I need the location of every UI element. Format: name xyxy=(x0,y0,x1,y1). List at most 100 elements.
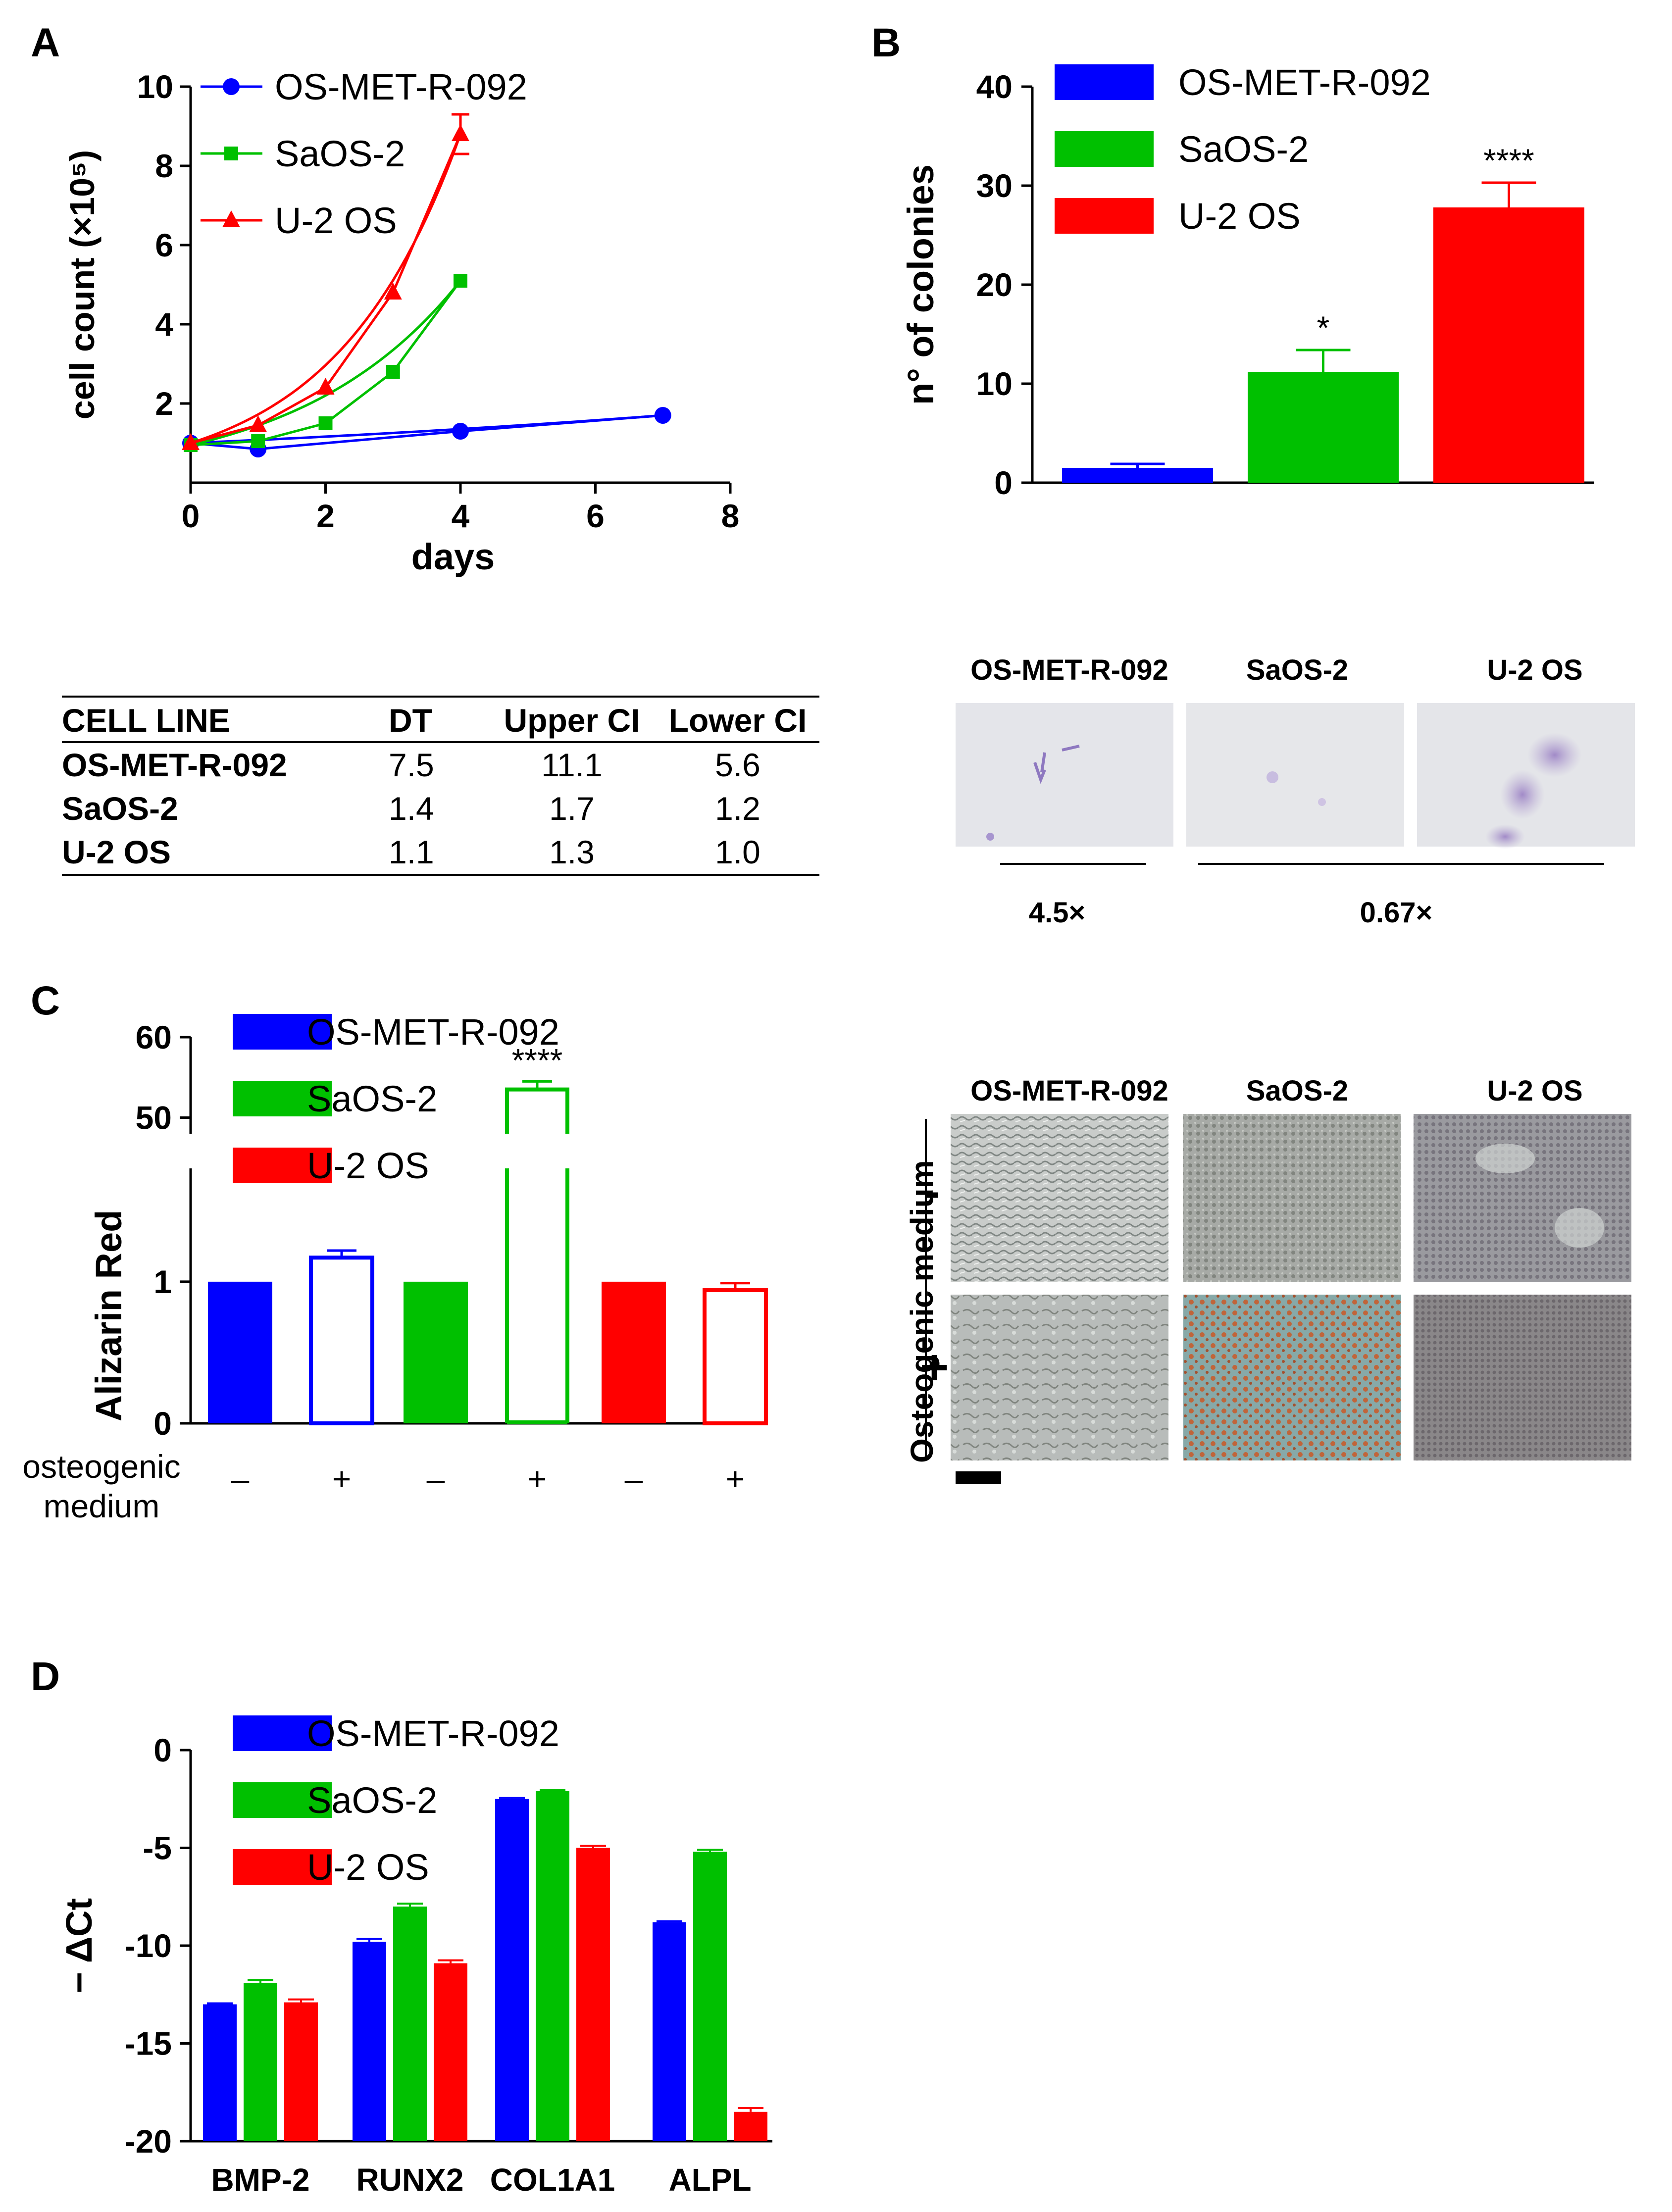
micro-b-colony-dot xyxy=(1267,771,1278,783)
legend-swatch xyxy=(233,1782,332,1818)
y-tick-label: -15 xyxy=(125,2025,172,2062)
bar xyxy=(244,1983,277,2141)
legend-label: OS-MET-R-092 xyxy=(1178,62,1431,103)
table-cell: 11.1 xyxy=(541,747,603,783)
y-tick-label: 1 xyxy=(153,1263,172,1300)
y-tick-label: 2 xyxy=(155,385,173,422)
y-tick-label: 0 xyxy=(994,464,1013,501)
bar xyxy=(353,1942,386,2141)
micro-b-label: OS-MET-R-092 xyxy=(970,654,1168,686)
micro-b-colony-marks xyxy=(1033,745,1080,784)
y-tick-label: 4 xyxy=(155,306,173,343)
x-tick-label: 2 xyxy=(316,498,335,534)
bar xyxy=(393,1907,427,2141)
micro-c-label: U-2 OS xyxy=(1487,1075,1583,1107)
legend-swatch xyxy=(233,1849,332,1885)
table-cell: SaOS-2 xyxy=(62,790,178,827)
legend-label: SaOS-2 xyxy=(1178,129,1309,170)
bar xyxy=(434,1963,467,2141)
micro-c-light-patch xyxy=(1555,1208,1604,1248)
micro-c-light-patch xyxy=(1475,1144,1535,1173)
legend-marker xyxy=(224,147,238,160)
legend-swatch xyxy=(233,1715,332,1751)
micro-c-scale-bar xyxy=(956,1471,1001,1484)
y-tick-label: 20 xyxy=(976,266,1013,303)
legend-label: SaOS-2 xyxy=(307,1780,437,1821)
x-tick-label: 6 xyxy=(586,498,605,534)
condition-label: – xyxy=(427,1460,445,1497)
table-cell: U-2 OS xyxy=(62,834,171,870)
data-point xyxy=(251,434,265,448)
bar xyxy=(284,2002,318,2141)
x-axis-label: days xyxy=(411,536,495,577)
y-tick-label: 40 xyxy=(976,68,1013,105)
y-tick-label: -5 xyxy=(143,1830,172,1866)
condition-label: + xyxy=(528,1460,547,1497)
significance-label: **** xyxy=(1483,142,1534,179)
legend-label: OS-MET-R-092 xyxy=(307,1713,559,1754)
micro-c-image-os-met-plus xyxy=(951,1295,1168,1460)
bar xyxy=(208,1281,272,1423)
significance-label: **** xyxy=(512,1042,563,1078)
panel-letter-d: D xyxy=(31,1654,60,1699)
micro-b-images xyxy=(956,703,1635,865)
data-point xyxy=(182,433,200,450)
bar xyxy=(1433,207,1584,483)
table-row: U-2 OS 1.1 1.3 1.0 xyxy=(62,830,819,875)
micro-b-colony-dot xyxy=(1318,798,1326,806)
micro-b-label: SaOS-2 xyxy=(1246,654,1349,686)
table-header-row: CELL LINE DT Upper CI Lower CI xyxy=(62,697,819,742)
legend-label: U-2 OS xyxy=(275,200,397,241)
micro-c-label: SaOS-2 xyxy=(1246,1075,1349,1107)
bar xyxy=(576,1848,610,2141)
chart-d-delta-ct: 0 -5 -10 -15 -20 − ΔCt BMP-2 RUNX2 COL1A1 ALPL OS-… xyxy=(58,1713,772,2198)
bar xyxy=(309,1256,374,1425)
data-point xyxy=(454,274,467,288)
data-point xyxy=(316,378,335,395)
micro-c-image-u2os-minus xyxy=(1414,1114,1631,1282)
micro-b-colony-blob xyxy=(1500,770,1545,819)
table-header: Lower CI xyxy=(668,702,807,739)
significance-label: * xyxy=(1317,309,1330,346)
data-point xyxy=(384,283,402,300)
y-axis-label: n° of colonies xyxy=(900,164,941,405)
condition-label: – xyxy=(231,1460,250,1497)
table-cell: 1.1 xyxy=(389,834,434,870)
panel-letter-c: C xyxy=(31,978,60,1023)
micro-b-colony-blob xyxy=(1527,733,1582,777)
micro-c-minus-label: - xyxy=(925,1166,940,1217)
y-tick-label: 8 xyxy=(155,148,173,184)
bar xyxy=(1248,372,1399,483)
micro-c-image-saos-minus xyxy=(1183,1114,1401,1282)
chart-c-alizarin: 0 1 50 60 Alizarin Red – + – **** + – + osteogenicme… xyxy=(22,1011,768,1524)
legend-label: SaOS-2 xyxy=(307,1078,437,1119)
y-axis-label: − ΔCt xyxy=(58,1898,100,1993)
x-axis-label-line1: osteogenic xyxy=(22,1448,180,1485)
micro-c-image-saos-plus xyxy=(1183,1295,1401,1460)
legend-label: U-2 OS xyxy=(1178,196,1301,237)
x-tick-label: 0 xyxy=(182,498,200,534)
category-label: RUNX2 xyxy=(356,2162,464,2198)
chart-a-growth-curve: 0 2 4 6 8 2 4 6 8 10 days cell count (×10⁵) OS-MET-R… xyxy=(63,66,739,577)
legend-swatch xyxy=(1055,64,1154,100)
y-tick-label: 0 xyxy=(153,1405,172,1442)
condition-label: – xyxy=(625,1460,643,1497)
bar xyxy=(734,2111,767,2141)
y-tick-label: -10 xyxy=(125,1927,172,1964)
category-label: COL1A1 xyxy=(490,2162,615,2198)
legend-label: OS-MET-R-092 xyxy=(275,66,527,107)
panel-letter-b: B xyxy=(871,20,901,65)
table-header: DT xyxy=(389,702,432,739)
table-row: SaOS-2 1.4 1.7 1.2 xyxy=(62,787,819,830)
micro-c-images xyxy=(925,1114,1631,1484)
micro-b-mag-right: 0.67× xyxy=(1360,897,1433,929)
micro-b-mag-left: 4.5× xyxy=(1028,897,1086,929)
bar xyxy=(203,2004,237,2141)
condition-label: + xyxy=(726,1460,745,1497)
bar xyxy=(404,1281,468,1423)
x-tick-label: 4 xyxy=(452,498,470,534)
y-tick-label: 10 xyxy=(976,365,1013,402)
doubling-time-table: CELL LINE DT Upper CI Lower CI OS-MET-R-… xyxy=(62,696,819,876)
data-line xyxy=(190,414,663,451)
legend-swatch xyxy=(233,1148,332,1183)
